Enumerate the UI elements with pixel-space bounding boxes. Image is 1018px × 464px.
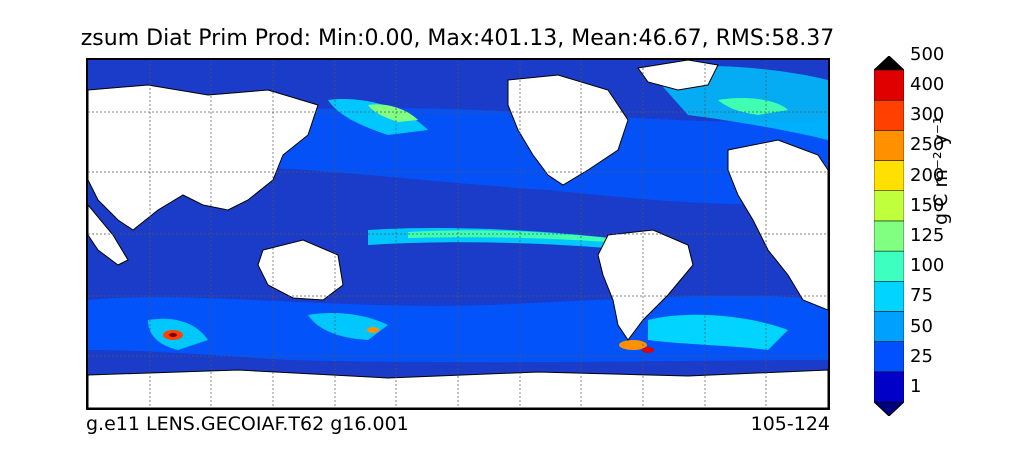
africa [88,204,129,266]
eurasia [88,84,319,231]
colorbar-tick-label: 300 [910,104,945,126]
colorbar-tick-label: 1 [910,375,922,397]
colorbar-bin [874,99,904,131]
colorbar-bin [874,69,904,101]
colorbar-bin [874,250,904,282]
colorbar-extend-low [874,401,904,416]
colorbar-tick-label: 25 [910,345,933,367]
australia [257,239,344,301]
colorbar-bin [874,220,904,252]
south-america [597,229,694,341]
colorbar-bin [874,281,904,312]
colorbar-bin [874,190,904,222]
world-map [86,58,830,410]
north-america [507,74,629,186]
plot-title: zsum Diat Prim Prod: Min:0.00, Max:401.1… [80,26,835,51]
colorbar-tick-label: 500 [910,43,945,65]
colorbar-tick-label: 100 [910,255,945,277]
colorbar [874,56,904,416]
colorbar-bin [874,371,904,403]
graticule [88,60,828,408]
colorbar-tick-label: 400 [910,74,945,96]
colorbar-tick-label: 250 [910,134,945,156]
colorbar-tick-label: 50 [910,315,933,337]
africa-east [727,139,828,311]
run-label: g.e11 LENS.GECOIAF.T62 g16.001 [86,413,409,435]
greenland [637,60,719,91]
colorbar-segments [874,56,904,416]
colorbar-bin [874,130,904,161]
colorbar-extend-high [874,56,904,71]
colorbar-bin [874,160,904,191]
colorbar-tick-label: 150 [910,194,945,216]
colorbar-tick-label: 200 [910,164,945,186]
colorbar-tick-label: 125 [910,225,945,246]
colorbar-units-label: g C m⁻² y⁻¹ [930,116,952,226]
colorbar-bin [874,311,904,342]
year-range-label: 105-124 [750,413,830,435]
colorbar-tick-label: 75 [910,285,933,307]
colorbar-bin [874,341,904,373]
map-svg [88,60,828,408]
